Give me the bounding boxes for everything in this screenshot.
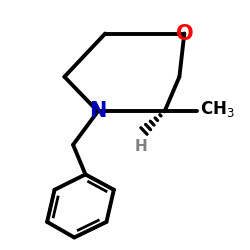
Text: CH$_3$: CH$_3$ <box>200 99 235 119</box>
Text: O: O <box>176 24 193 44</box>
Text: H: H <box>135 138 147 154</box>
Text: N: N <box>89 102 106 121</box>
